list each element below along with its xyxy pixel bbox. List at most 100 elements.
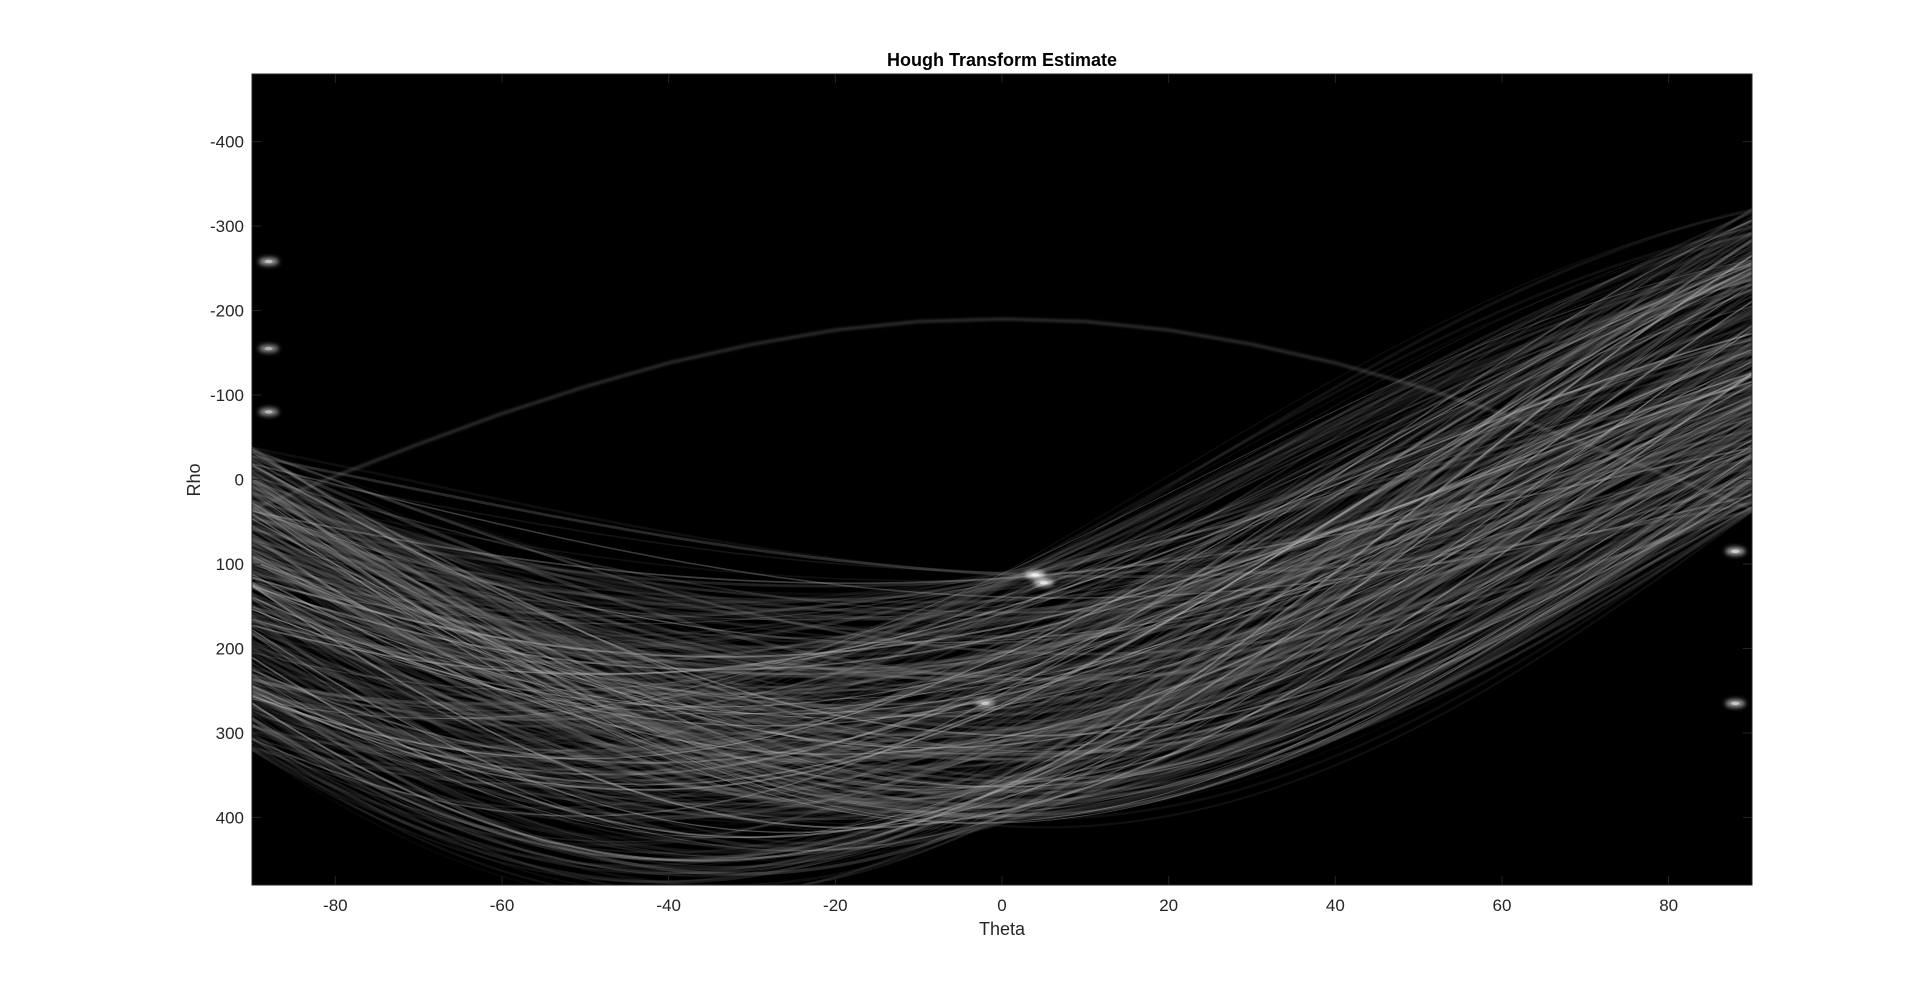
hough-curve [252, 451, 1752, 819]
hough-curve-bright [252, 383, 1752, 756]
hough-curve [252, 340, 1752, 811]
hough-curve [252, 258, 1752, 782]
hough-curve [252, 312, 1752, 730]
hough-curve [252, 374, 1752, 763]
hough-curve [252, 255, 1752, 799]
hough-curve [252, 226, 1752, 758]
hough-curve [252, 283, 1752, 729]
hough-curve [252, 476, 1752, 724]
hough-curve [252, 474, 1752, 728]
hough-curve-bright [252, 300, 1752, 839]
hough-curve [252, 360, 1752, 821]
hough-curve [252, 325, 1752, 792]
hough-curve [252, 459, 1752, 769]
hough-curve [252, 395, 1752, 606]
hough-curve [252, 215, 1752, 885]
hough-curve [252, 250, 1752, 871]
hough-curve [252, 312, 1752, 804]
hough-curve [252, 478, 1752, 757]
hough-curve [252, 336, 1752, 814]
x-tick-label: 80 [1659, 896, 1678, 915]
hough-curve [252, 474, 1752, 817]
hough-curve [252, 463, 1752, 762]
hough-curve [252, 359, 1752, 711]
hough-curve [252, 473, 1752, 812]
hough-curve [252, 429, 1752, 644]
y-tick-label: -200 [210, 302, 244, 321]
hough-curve [252, 358, 1752, 679]
hough-curve [252, 232, 1752, 840]
hough-curve [252, 233, 1752, 820]
peak-5 [258, 257, 279, 266]
hough-curve-bright [252, 349, 1752, 715]
hough-curve [252, 337, 1752, 701]
hough-curve [252, 231, 1752, 789]
hough-curve [252, 414, 1752, 656]
peak-2 [975, 699, 996, 708]
hough-curve [252, 386, 1752, 649]
hough-curve-bright [252, 329, 1752, 833]
hough-curve [252, 446, 1752, 698]
hough-curve [252, 396, 1752, 728]
hough-curve [252, 341, 1752, 851]
hough-curve-bright [252, 448, 1752, 644]
hough-curve [252, 382, 1752, 825]
hough-curve [252, 353, 1752, 808]
hough-curve [252, 371, 1752, 700]
hough-curve [252, 290, 1752, 847]
hough-curve [252, 285, 1752, 797]
hough-curve [252, 370, 1752, 748]
hough-curve-bright [252, 324, 1752, 852]
x-tick-label: 60 [1493, 896, 1512, 915]
hough-curve [252, 353, 1752, 845]
hough-curve [252, 464, 1752, 582]
hough-curve-bright [252, 372, 1752, 829]
hough-curve [252, 331, 1752, 755]
peak-core-6 [264, 410, 273, 414]
hough-curve [252, 432, 1752, 622]
hough-curve [252, 365, 1752, 733]
x-tick-label: -40 [656, 896, 681, 915]
hough-curve [252, 360, 1752, 779]
hough-curve [252, 349, 1752, 648]
envelope-series-0 [252, 317, 1752, 511]
hough-curve [252, 448, 1752, 780]
hough-curve [252, 279, 1752, 712]
peak-7 [258, 344, 279, 353]
hough-curve-bright [252, 401, 1752, 719]
hough-curve [252, 449, 1752, 738]
hough-curve [252, 451, 1752, 820]
hough-curve [252, 478, 1752, 788]
hough-curve [252, 357, 1752, 735]
hough-curve [252, 392, 1752, 609]
hough-curve [252, 261, 1752, 828]
hough-curve [252, 249, 1752, 878]
hough-curve [252, 432, 1752, 747]
hough-curve [252, 383, 1752, 618]
hough-curve [252, 413, 1752, 814]
hough-curve [252, 464, 1752, 792]
hough-curve [252, 454, 1752, 579]
hough-curve [252, 390, 1752, 675]
x-tick-label: -20 [823, 896, 848, 915]
hough-curve [252, 260, 1752, 759]
hough-curve [252, 244, 1752, 748]
hough-curve [252, 476, 1752, 749]
hough-curve [252, 271, 1752, 727]
hough-curve [252, 406, 1752, 801]
hough-curve [252, 408, 1752, 707]
hough-curve-bright [252, 395, 1752, 700]
hough-curve [252, 409, 1752, 648]
hough-curve [252, 464, 1752, 731]
hough-curve [252, 464, 1752, 751]
hough-curve [252, 358, 1752, 638]
hough-curve [252, 220, 1752, 785]
hough-curve-bright [252, 306, 1752, 691]
hough-curve [252, 461, 1752, 802]
hough-curve-bright [252, 380, 1752, 658]
hough-curve [252, 233, 1752, 873]
hough-curve [252, 379, 1752, 658]
hough-curve [252, 270, 1752, 753]
hough-curve [252, 231, 1752, 860]
hough-curve [252, 404, 1752, 709]
